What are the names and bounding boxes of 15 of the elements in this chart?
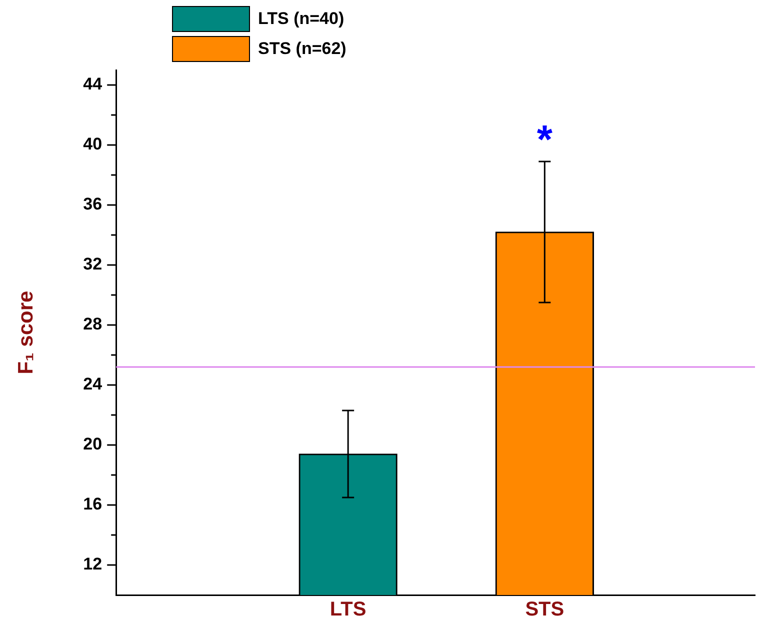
y-tick-label: 28: [83, 314, 102, 334]
y-tick-label: 16: [83, 494, 102, 514]
y-tick-label: 44: [83, 74, 103, 94]
legend-label: STS (n=62): [258, 39, 346, 59]
y-tick-label: 36: [83, 194, 102, 214]
legend-label: LTS (n=40): [258, 9, 344, 29]
y-axis-title: F₁ score: [14, 290, 38, 374]
y-tick-label: 20: [83, 434, 102, 454]
annotation: *: [536, 118, 553, 162]
y-tick-label: 32: [83, 254, 102, 274]
y-tick-label: 24: [83, 374, 103, 394]
x-tick-label: LTS: [330, 598, 366, 621]
x-tick-label: STS: [525, 598, 564, 621]
y-tick-label: 40: [83, 134, 102, 154]
y-tick-label: 12: [83, 554, 102, 574]
